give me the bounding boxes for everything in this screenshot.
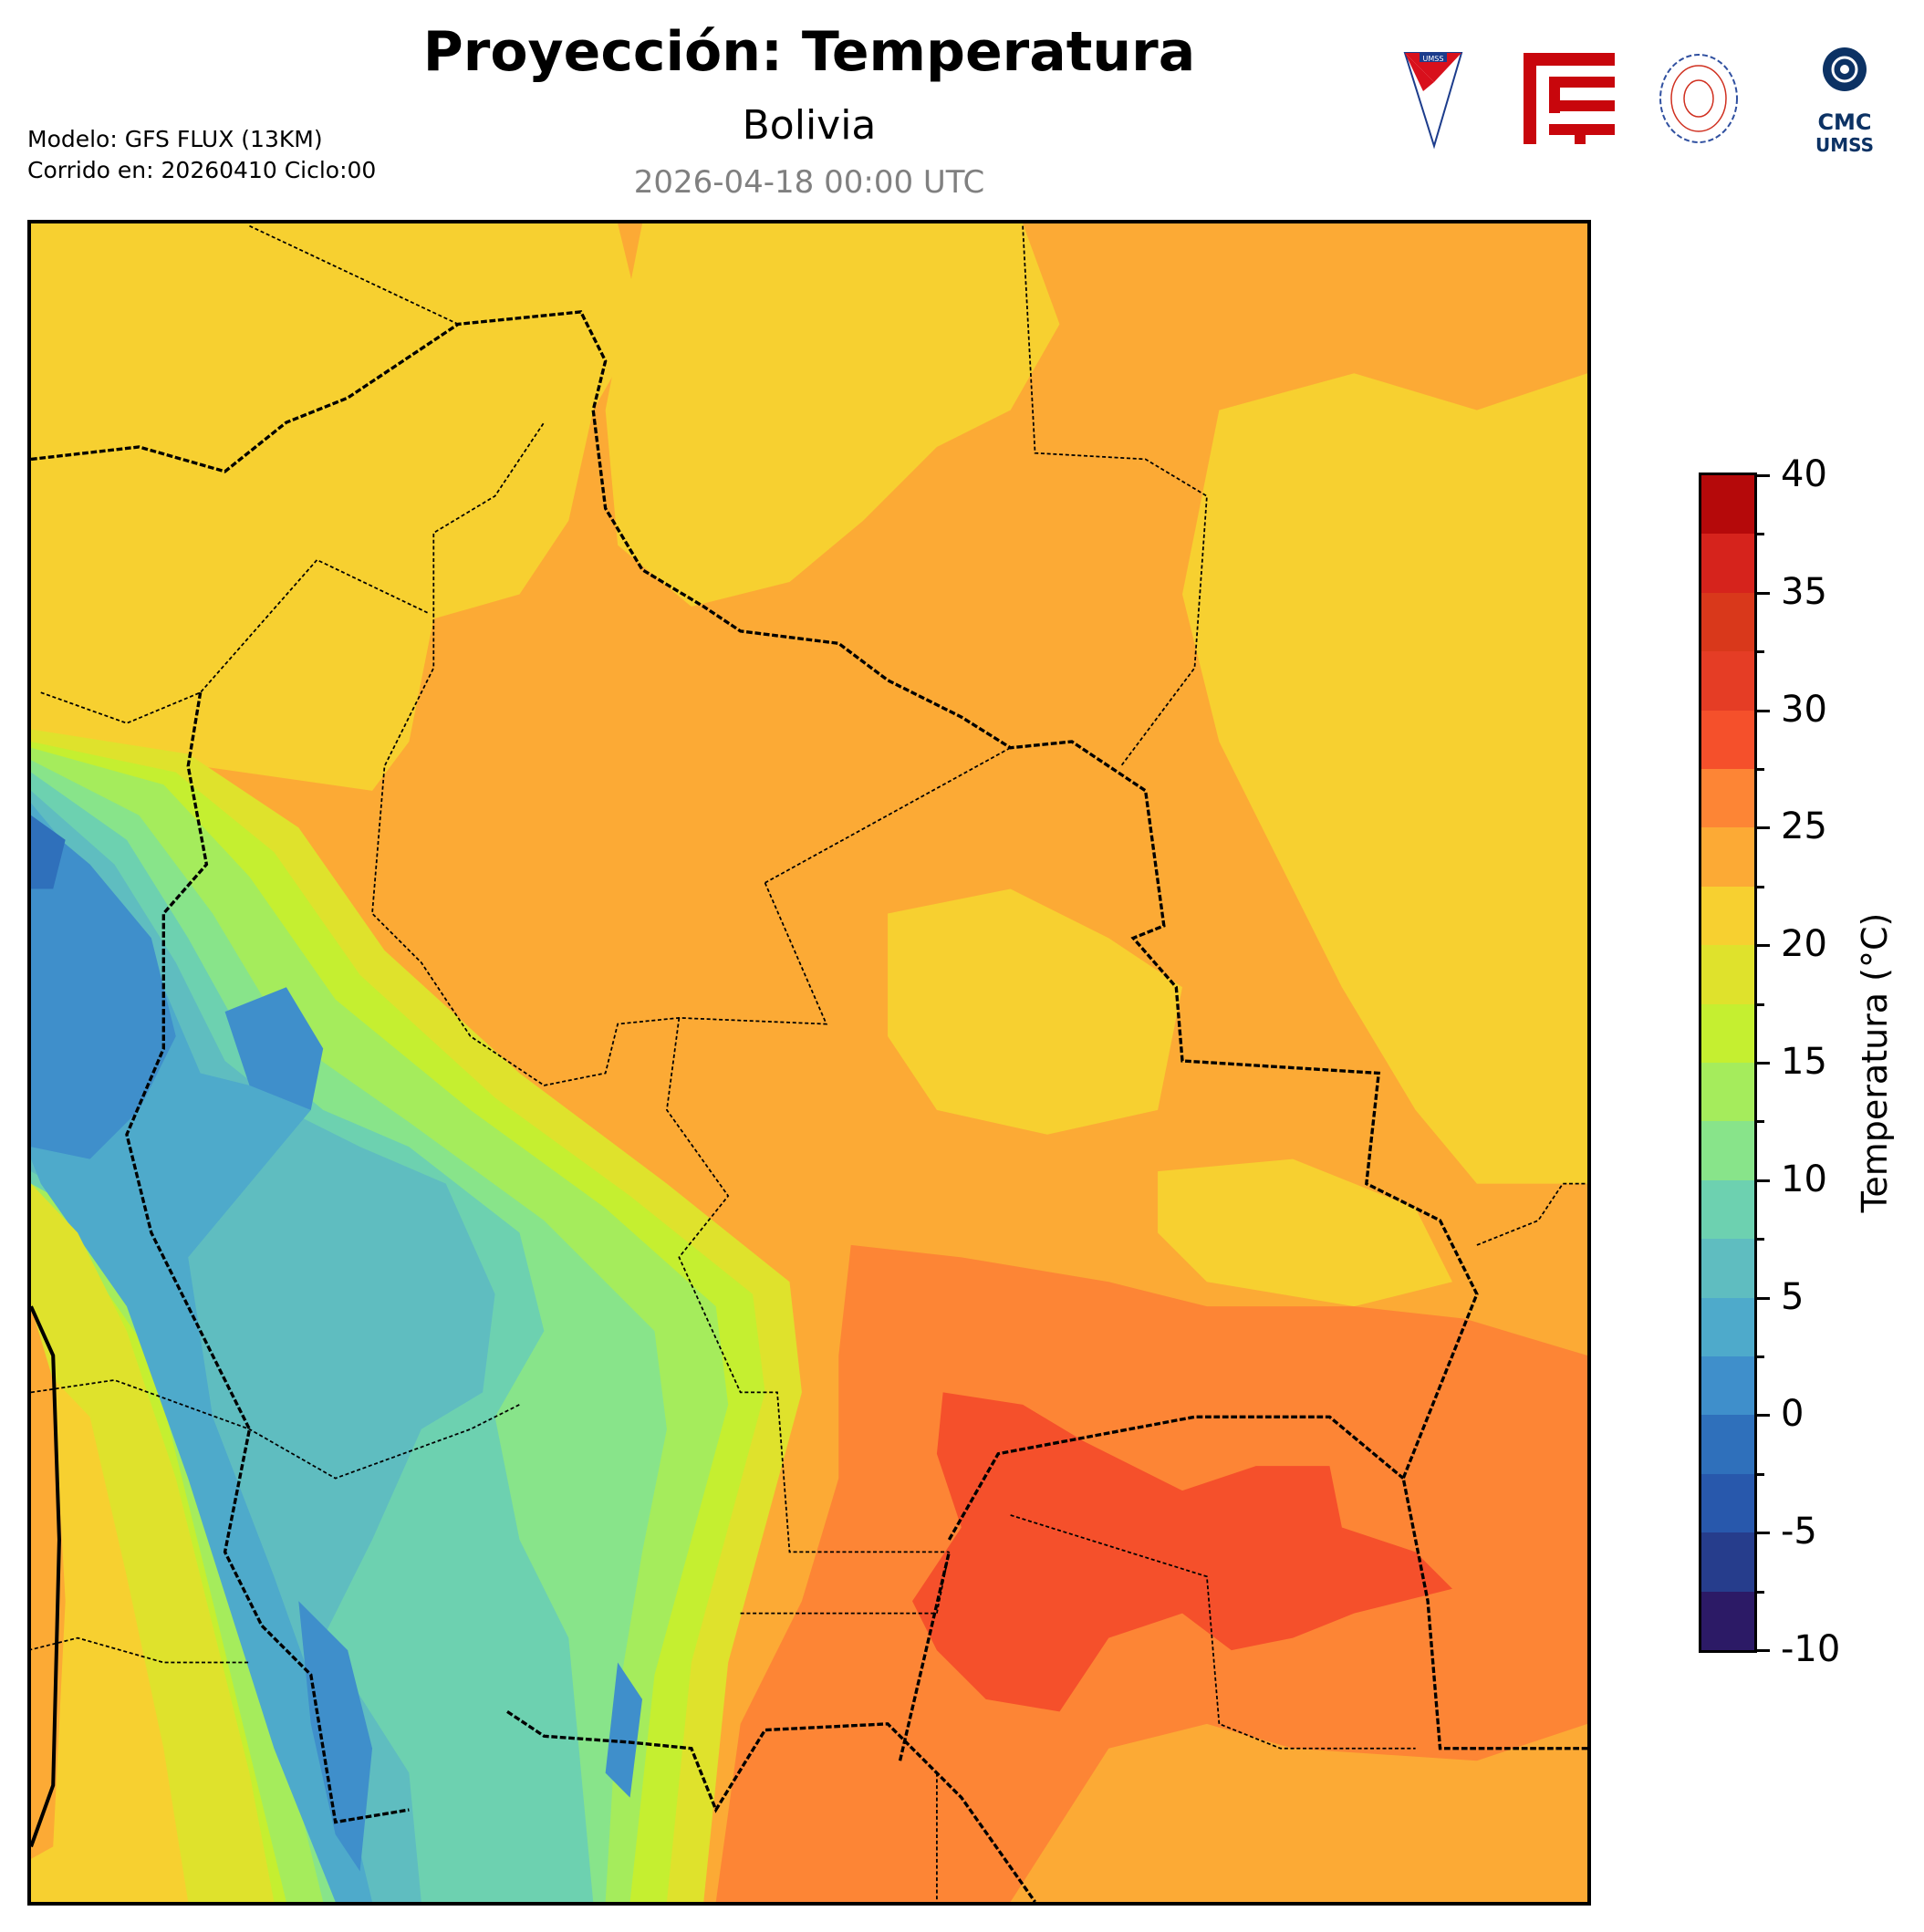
temperature-map[interactable]	[27, 220, 1591, 1906]
colorbar-segment	[1701, 1179, 1754, 1240]
colorbar-segment	[1701, 1239, 1754, 1298]
map-title: Proyección: Temperatura	[422, 20, 1196, 84]
colorbar-tick-label: 40	[1781, 453, 1827, 495]
colorbar-tick-label: -10	[1781, 1628, 1841, 1670]
colorbar-tick-label: 35	[1781, 570, 1827, 613]
country-borders	[31, 224, 1587, 1902]
cmc-umss-logo: CMC UMSS	[1815, 47, 1874, 156]
colorbar-tick-label: 20	[1781, 923, 1827, 966]
colorbar-segment	[1701, 1356, 1754, 1416]
colorbar-segment	[1701, 886, 1754, 946]
cold-band-0	[31, 815, 176, 1159]
temperature-field	[31, 223, 1587, 1902]
physics-department-seal	[1659, 54, 1738, 143]
colorbar-segment	[1701, 592, 1754, 652]
colorbar-segment	[1701, 1062, 1754, 1122]
colorbar-segment	[1701, 827, 1754, 887]
colorbar-segment	[1701, 534, 1754, 593]
colorbar-segment	[1701, 1003, 1754, 1063]
colorbar-segment	[1701, 1473, 1754, 1533]
institution-logos: UMSS CMC UMSS	[1403, 47, 1874, 156]
colorbar-tick-label: 10	[1781, 1158, 1827, 1200]
colorbar-segment	[1701, 474, 1754, 535]
very-hot-zone	[912, 1392, 1453, 1712]
svg-text:UMSS: UMSS	[1423, 55, 1444, 63]
fcyt-logo	[1524, 53, 1615, 144]
valid-time: 2026-04-18 00:00 UTC	[633, 164, 985, 201]
colorbar-segment	[1701, 1121, 1754, 1180]
colorbar-tick-label: 30	[1781, 688, 1827, 731]
colorbar-tick-label: 15	[1781, 1041, 1827, 1083]
colorbar-tick-label: 5	[1781, 1275, 1804, 1318]
colorbar-label: Temperatura (°C)	[1855, 912, 1895, 1213]
colorbar-segment	[1701, 710, 1754, 769]
colorbar-segment	[1701, 1415, 1754, 1474]
warm-zone-north	[31, 223, 643, 791]
colorbar-segment	[1701, 768, 1754, 828]
warm-zone-central	[888, 888, 1183, 1135]
colorbar-segment	[1701, 1532, 1754, 1592]
colorbar-tick-label: -5	[1781, 1511, 1817, 1553]
svg-text:CMC: CMC	[1817, 109, 1871, 135]
colorbar-segment	[1701, 1591, 1754, 1650]
warm-zone-east	[1182, 373, 1587, 1184]
svg-text:UMSS: UMSS	[1815, 134, 1874, 156]
colorbar	[1699, 473, 1757, 1653]
colorbar-segment	[1701, 1297, 1754, 1356]
umss-shield-logo: UMSS	[1403, 52, 1463, 150]
model-label: Modelo: GFS FLUX (13KM)	[27, 126, 323, 152]
colorbar-tick-label: 25	[1781, 805, 1827, 848]
colorbar-segment	[1701, 945, 1754, 1004]
warm-zone-north-center	[605, 223, 1060, 607]
colorbar-tick-label: 0	[1781, 1393, 1804, 1436]
colorbar-segment	[1701, 651, 1754, 711]
run-label: Corrido en: 20260410 Ciclo:00	[27, 157, 377, 183]
region-subtitle: Bolivia	[742, 102, 877, 149]
